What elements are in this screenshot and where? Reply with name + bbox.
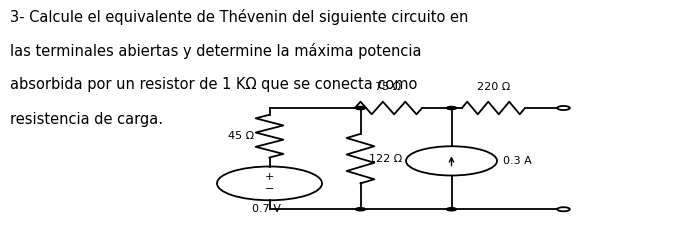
Text: las terminales abiertas y determine la máxima potencia: las terminales abiertas y determine la m…	[10, 43, 422, 59]
Text: absorbida por un resistor de 1 KΩ que se conecta como: absorbida por un resistor de 1 KΩ que se…	[10, 77, 418, 92]
Circle shape	[557, 106, 570, 110]
Circle shape	[356, 208, 365, 211]
Text: 3- Calcule el equivalente de Thévenin del siguiente circuito en: 3- Calcule el equivalente de Thévenin de…	[10, 9, 469, 25]
Text: 75 Ω: 75 Ω	[375, 82, 402, 92]
Circle shape	[557, 207, 570, 211]
Text: +: +	[265, 172, 274, 182]
Circle shape	[447, 106, 456, 110]
Text: −: −	[265, 184, 274, 194]
Text: 220 Ω: 220 Ω	[477, 82, 510, 92]
Text: 0.7 V: 0.7 V	[251, 204, 281, 214]
Text: 45 Ω: 45 Ω	[228, 131, 254, 141]
Text: 122 Ω: 122 Ω	[369, 154, 402, 164]
Text: resistencia de carga.: resistencia de carga.	[10, 112, 164, 127]
Circle shape	[447, 208, 456, 211]
Circle shape	[356, 106, 365, 110]
Text: 0.3 A: 0.3 A	[503, 156, 531, 166]
